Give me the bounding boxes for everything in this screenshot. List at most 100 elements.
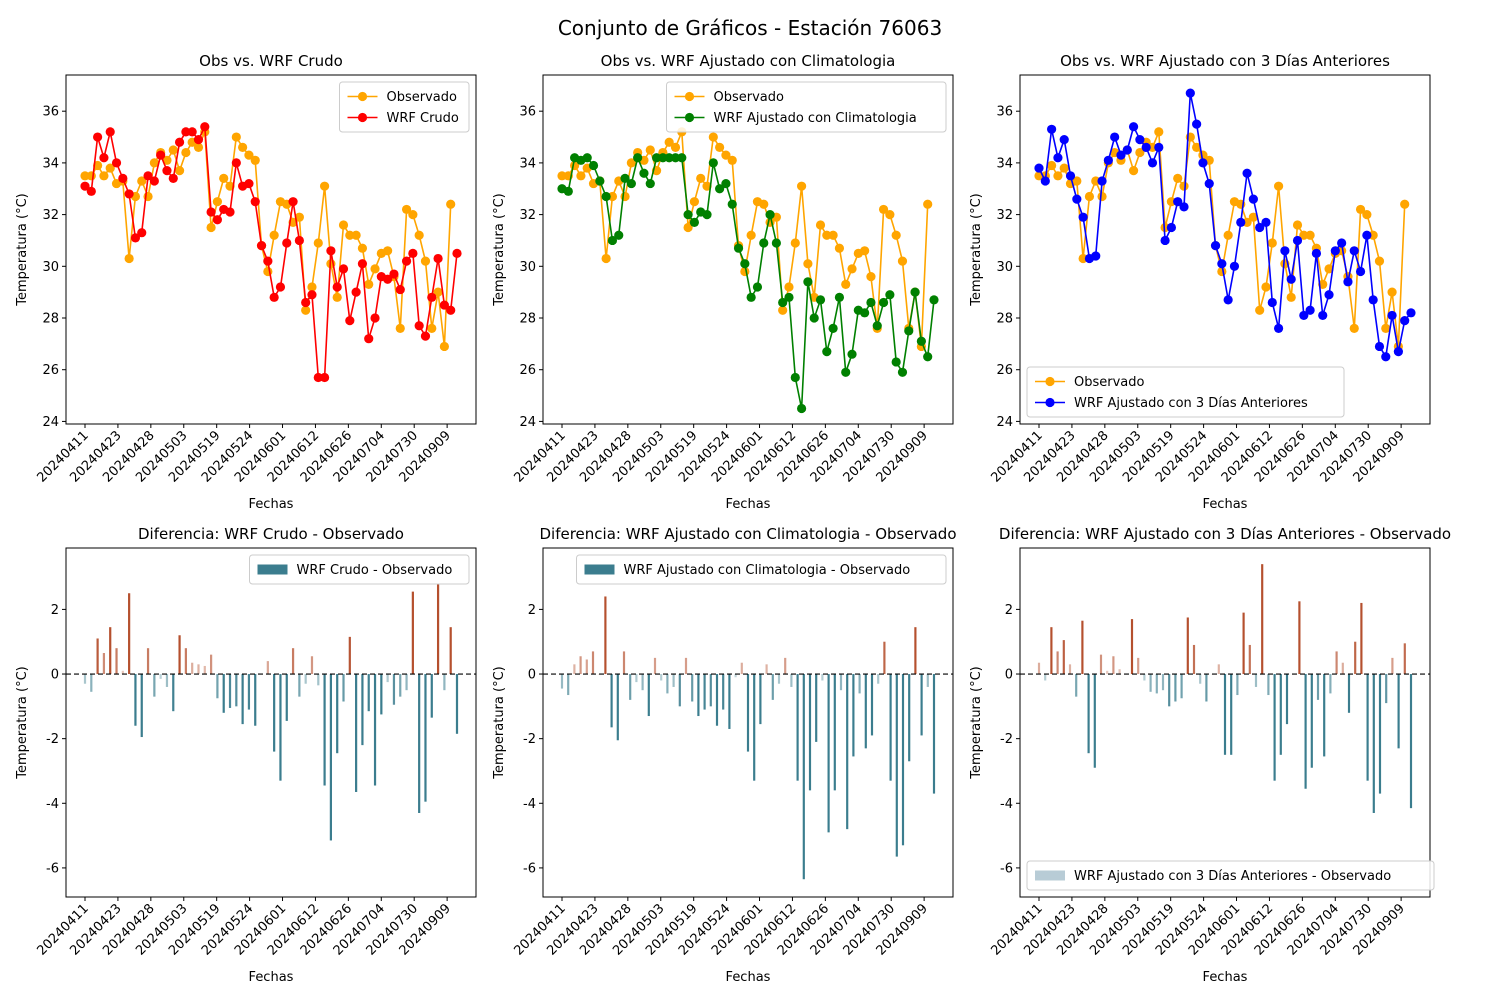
data-point <box>651 153 662 163</box>
y-tick-label: -4 <box>523 797 536 812</box>
data-point <box>790 238 800 248</box>
bar <box>411 591 414 675</box>
bar <box>1050 627 1053 675</box>
bar <box>323 674 326 786</box>
data-point <box>904 326 914 336</box>
y-tick-label: 0 <box>51 668 59 683</box>
data-point <box>1141 142 1151 152</box>
data-point <box>389 269 399 279</box>
bar <box>883 641 886 675</box>
data-point <box>1078 212 1088 222</box>
data-point <box>1387 310 1397 321</box>
bar <box>178 635 181 675</box>
data-point <box>364 279 374 289</box>
chart-title: Diferencia: WRF Ajustado con 3 Días Ante… <box>999 525 1451 543</box>
legend-swatch-marker <box>684 91 695 102</box>
data-point <box>1368 230 1378 240</box>
data-point <box>620 173 630 184</box>
data-point <box>1072 176 1082 186</box>
y-axis-label: Temperatura (°C) <box>969 666 984 779</box>
data-point <box>746 292 756 302</box>
data-point <box>702 210 712 220</box>
data-point <box>1362 230 1372 240</box>
data-point <box>765 210 775 220</box>
bar <box>1093 674 1096 768</box>
data-point <box>1229 261 1240 271</box>
bar <box>1323 674 1326 757</box>
data-point <box>683 222 693 233</box>
data-point <box>1210 241 1221 251</box>
data-point <box>1362 210 1372 220</box>
legend-swatch-marker <box>684 112 695 123</box>
legend-label: WRF Ajustado con Climatologia <box>714 111 917 126</box>
data-point <box>1084 191 1095 202</box>
data-point <box>168 173 178 184</box>
bar <box>839 674 843 691</box>
data-point <box>847 349 857 359</box>
data-point <box>815 295 826 305</box>
data-point <box>834 243 845 253</box>
data-point <box>626 158 636 168</box>
bar <box>153 674 156 697</box>
bar <box>622 651 626 675</box>
y-tick-label: 26 <box>42 363 59 378</box>
data-point <box>601 253 611 264</box>
chart-title: Diferencia: WRF Crudo - Observado <box>138 525 404 543</box>
data-point <box>1255 222 1265 233</box>
data-point <box>225 207 235 217</box>
bar <box>684 657 688 675</box>
bar <box>746 674 750 752</box>
y-tick-label: 2 <box>1005 603 1013 618</box>
bar <box>1112 656 1115 675</box>
y-tick-label: 34 <box>996 156 1013 171</box>
data-point <box>156 150 166 160</box>
data-point <box>1135 147 1145 158</box>
y-axis-label: Temperatura (°C) <box>15 193 30 306</box>
data-point <box>1128 122 1139 132</box>
bar <box>1137 657 1140 675</box>
y-tick-label: -6 <box>46 861 59 876</box>
data-point <box>420 256 431 266</box>
bar <box>361 674 364 746</box>
bar <box>1236 674 1239 696</box>
bar <box>653 657 657 675</box>
data-point <box>408 248 418 258</box>
y-tick-label: 34 <box>42 156 59 171</box>
y-tick-label: 0 <box>528 668 536 683</box>
data-point <box>1267 297 1277 308</box>
data-point <box>1349 246 1359 256</box>
data-point <box>414 321 424 331</box>
data-point <box>1261 217 1271 227</box>
data-point <box>269 230 279 240</box>
data-point <box>370 264 380 274</box>
data-point <box>1204 178 1214 189</box>
bar <box>247 674 251 710</box>
data-point <box>99 153 109 163</box>
bar <box>342 674 345 702</box>
data-point <box>841 279 851 289</box>
bar <box>203 665 206 675</box>
data-point <box>143 171 153 181</box>
data-point <box>683 210 693 220</box>
data-point <box>1103 155 1113 165</box>
bar <box>1056 651 1059 675</box>
data-point <box>137 228 147 238</box>
data-point <box>193 135 204 145</box>
y-axis-label: Temperatura (°C) <box>969 193 984 306</box>
bar <box>405 674 408 691</box>
y-tick-label: 32 <box>519 208 536 223</box>
legend-box <box>1026 860 1435 891</box>
data-point <box>822 347 832 357</box>
bar <box>641 674 644 691</box>
bar <box>96 638 99 675</box>
data-point <box>301 297 311 308</box>
bar <box>1186 617 1189 675</box>
bar <box>291 648 295 675</box>
bar <box>1106 670 1109 675</box>
bar <box>355 674 358 792</box>
data-point <box>269 292 279 302</box>
plot-area <box>80 122 462 383</box>
data-point <box>796 181 807 191</box>
data-point <box>595 176 605 186</box>
data-point <box>105 163 115 173</box>
